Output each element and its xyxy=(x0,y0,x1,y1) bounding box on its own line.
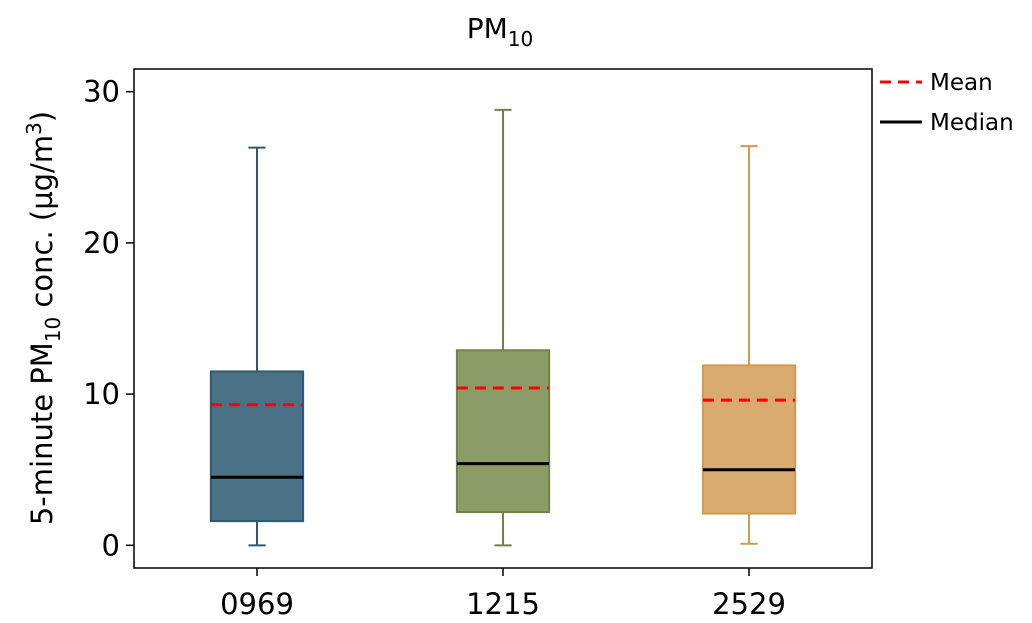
plot-frame xyxy=(133,68,873,569)
box-1215 xyxy=(455,108,551,547)
box-2529 xyxy=(701,145,797,545)
y-tick-label: 20 xyxy=(83,226,120,260)
chart-title: PM10 xyxy=(467,12,534,51)
iqr-box xyxy=(209,370,305,523)
legend-mean-label: Mean xyxy=(930,70,993,96)
legend-median-label: Median xyxy=(930,110,1014,136)
legend: Mean Median xyxy=(880,70,1014,136)
y-tick-label: 10 xyxy=(83,377,120,411)
y-axis-label-subscript: 10 xyxy=(41,317,65,342)
x-ticks-group: 0969 1215 2529 xyxy=(220,568,786,621)
y-axis-label-pre: 5-minute PM xyxy=(25,342,59,525)
chart-title-subscript: 10 xyxy=(508,27,533,51)
y-axis-label: 5-minute PM10 conc. (µg/m3) xyxy=(22,111,65,525)
y-tick-label: 0 xyxy=(102,528,120,562)
x-tick-label: 1215 xyxy=(466,587,540,621)
y-axis-label-mid: conc. (µg/m xyxy=(25,135,59,317)
box-0969 xyxy=(209,146,305,547)
iqr-box xyxy=(701,364,797,515)
y-tick-label: 30 xyxy=(83,75,120,109)
x-tick-label: 2529 xyxy=(712,587,786,621)
y-ticks-group: 0 10 20 30 xyxy=(83,75,134,562)
y-axis-label-superscript: 3 xyxy=(22,122,46,135)
y-axis-label-post: ) xyxy=(25,111,59,122)
chart-title-main: PM xyxy=(467,12,508,45)
x-tick-label: 0969 xyxy=(220,587,294,621)
boxes-group xyxy=(209,108,797,547)
iqr-box xyxy=(455,349,551,514)
